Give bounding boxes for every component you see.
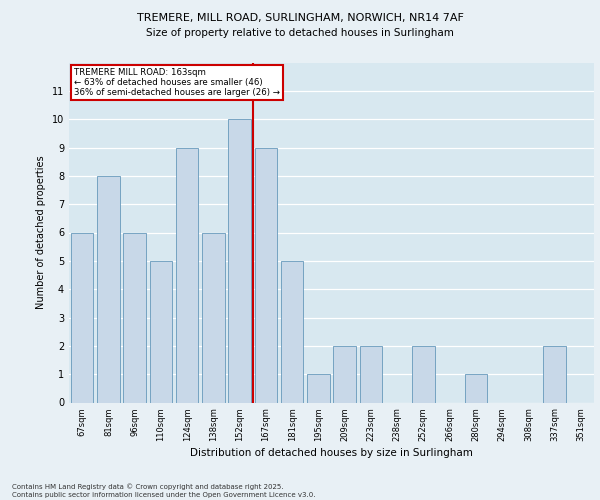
X-axis label: Distribution of detached houses by size in Surlingham: Distribution of detached houses by size … [190,448,473,458]
Bar [124,232,146,402]
Text: Size of property relative to detached houses in Surlingham: Size of property relative to detached ho… [146,28,454,38]
Y-axis label: Number of detached properties: Number of detached properties [37,156,46,310]
Bar [97,176,119,402]
Bar [202,232,224,402]
Bar [255,148,277,402]
Bar [71,232,93,402]
Bar [544,346,566,403]
Bar [229,119,251,403]
Text: Contains HM Land Registry data © Crown copyright and database right 2025.
Contai: Contains HM Land Registry data © Crown c… [12,484,316,498]
Text: TREMERE, MILL ROAD, SURLINGHAM, NORWICH, NR14 7AF: TREMERE, MILL ROAD, SURLINGHAM, NORWICH,… [137,12,463,22]
Bar [412,346,434,403]
Bar [150,261,172,402]
Bar [307,374,329,402]
Bar [176,148,198,402]
Bar [281,261,303,402]
Bar [334,346,356,403]
Bar [360,346,382,403]
Bar [465,374,487,402]
Text: TREMERE MILL ROAD: 163sqm
← 63% of detached houses are smaller (46)
36% of semi-: TREMERE MILL ROAD: 163sqm ← 63% of detac… [74,68,280,98]
